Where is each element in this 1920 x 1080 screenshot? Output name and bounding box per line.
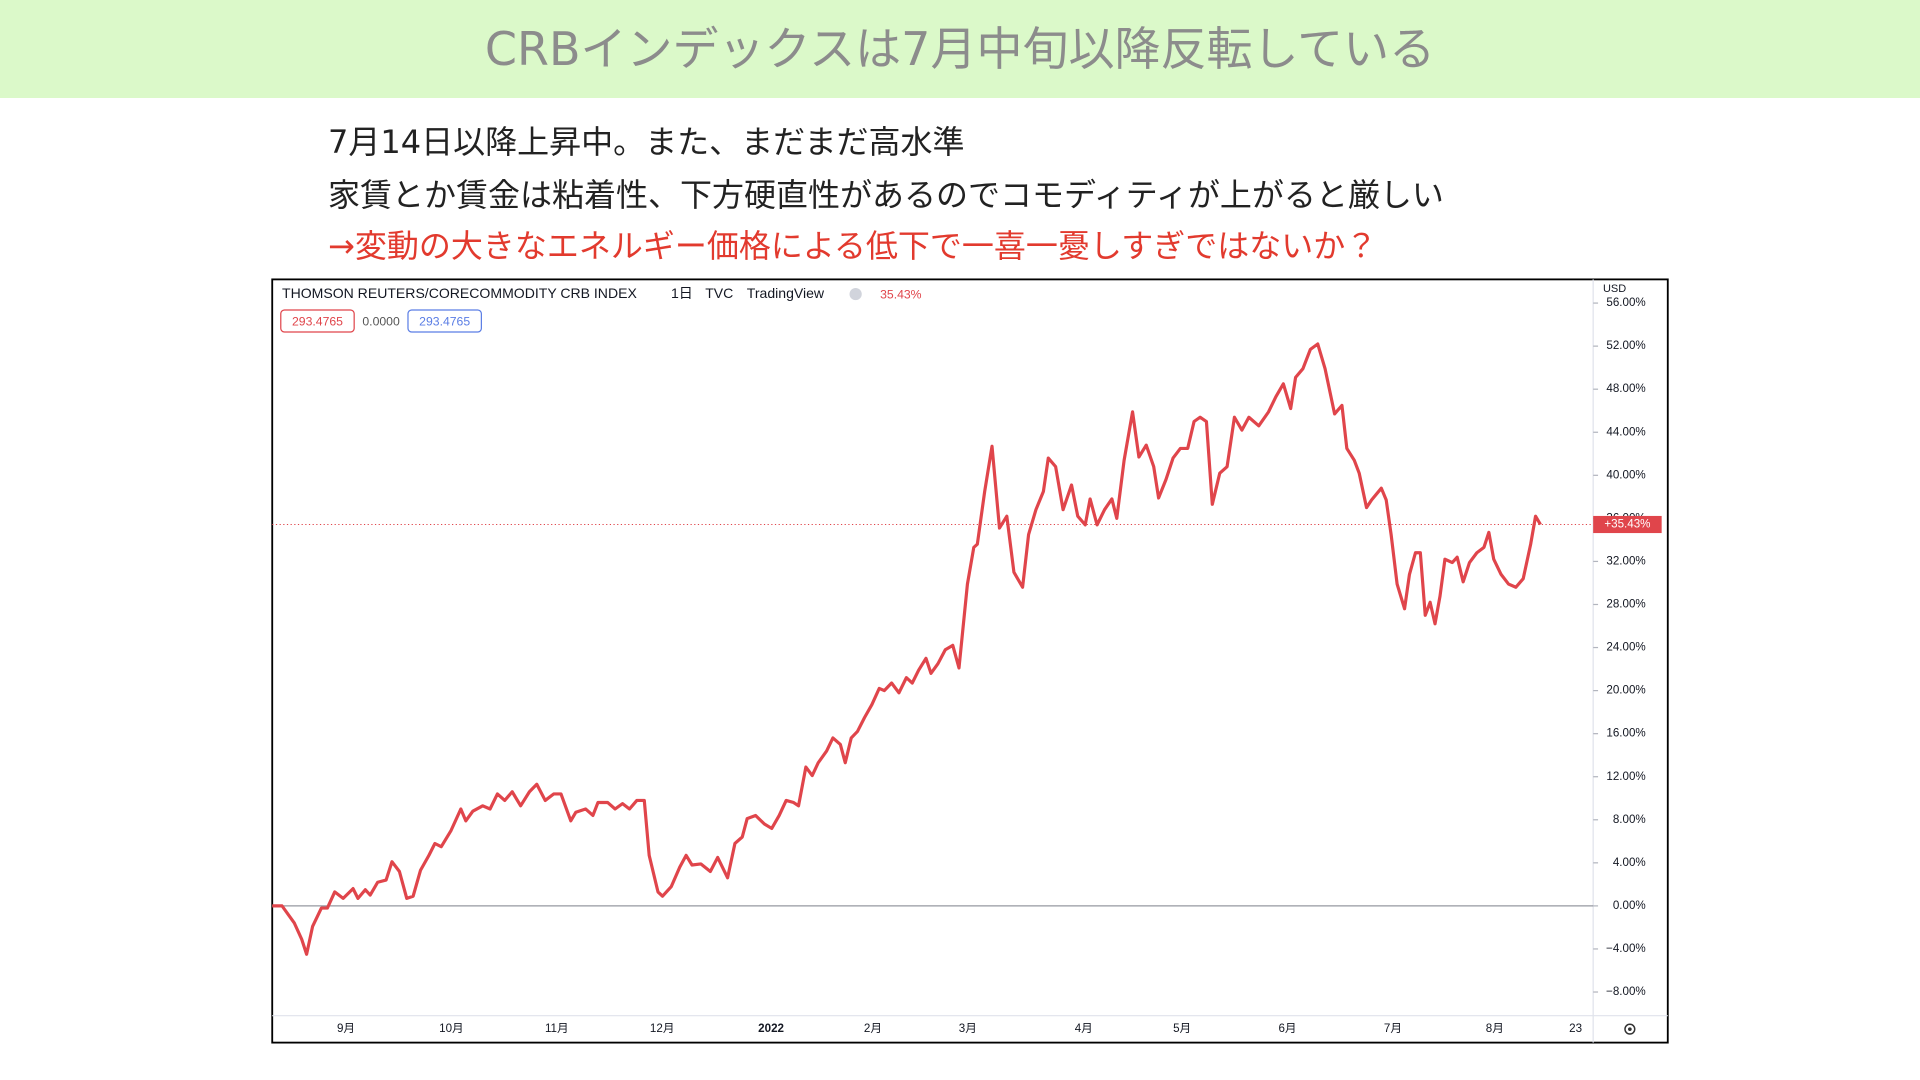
- y-tick-label: 32.00%: [1606, 554, 1645, 567]
- price-line: [272, 342, 1542, 956]
- x-tick-label: 9月: [337, 1022, 355, 1035]
- symbol: THOMSON REUTERS/CORECOMMODITY CRB INDEX: [282, 285, 637, 301]
- provider: TradingView: [747, 285, 825, 301]
- y-tick-label: 12.00%: [1606, 770, 1645, 783]
- x-tick-label: 4月: [1075, 1022, 1093, 1035]
- note: →変動の大きなエネルギー価格による低下で一喜一憂しすぎではないか？: [328, 227, 1378, 265]
- ohlc-box: [407, 309, 482, 333]
- x-tick-label: 7月: [1384, 1022, 1402, 1035]
- y-tick-label: 48.00%: [1606, 382, 1645, 395]
- x-tick-label: 3月: [959, 1022, 977, 1035]
- y-tick-label: 52.00%: [1606, 339, 1645, 352]
- y-tick-label: −4.00%: [1606, 942, 1646, 955]
- last-value-tag: [1593, 515, 1662, 534]
- y-tick-label: 8.00%: [1613, 813, 1646, 826]
- source: TVC: [705, 285, 733, 301]
- settings-icon[interactable]: [1624, 1023, 1636, 1035]
- x-tick-label: 10月: [439, 1022, 464, 1035]
- y-tick-label: 44.00%: [1606, 425, 1645, 438]
- status-dot: [849, 287, 862, 301]
- last-value-label: +35.43%: [1604, 518, 1650, 531]
- y-tick-label: 24.00%: [1606, 641, 1645, 654]
- x-tick-label: 12月: [650, 1022, 675, 1035]
- interval: 1日: [671, 285, 693, 301]
- legend: THOMSON REUTERS/CORECOMMODITY CRB INDEX …: [280, 283, 1626, 333]
- y-tick-label: 28.00%: [1606, 598, 1645, 611]
- currency: USD: [1603, 283, 1626, 295]
- y-tick-label: 20.00%: [1606, 684, 1645, 697]
- y-tick-label: 56.00%: [1606, 296, 1645, 309]
- note: 7月14日以降上昇中。また、まだまだ高水準: [328, 123, 965, 161]
- ohlc-label: 293.4765: [419, 314, 470, 328]
- y-tick-label: 0.00%: [1613, 899, 1646, 912]
- x-tick-label: 2月: [864, 1022, 882, 1035]
- ohlc-box: [280, 309, 355, 333]
- ohlc-label: 0.0000: [362, 314, 400, 328]
- x-tick-label: 5月: [1173, 1022, 1191, 1035]
- ohlc-label: 293.4765: [292, 314, 343, 328]
- note: 家賃とか賃金は粘着性、下方硬直性があるのでコモディティが上がると厳しい: [328, 176, 1444, 214]
- y-tick-label: 4.00%: [1613, 856, 1646, 869]
- x-tick-label: 2022: [758, 1022, 784, 1035]
- x-tick-label: 8月: [1486, 1022, 1504, 1035]
- slide-title: CRBインデックスは7月中旬以降反転している: [484, 22, 1436, 76]
- x-tick-label: 6月: [1278, 1022, 1296, 1035]
- header: CRBインデックスは7月中旬以降反転している: [0, 0, 1920, 98]
- y-tick-label: 16.00%: [1606, 727, 1645, 740]
- change-label: 35.43%: [880, 288, 922, 302]
- chart: −8.00% −4.00% 0.00% 4.00% 8.00% 12.00% 16.00% 2…: [271, 278, 1669, 1044]
- chart-frame: [271, 278, 1669, 1044]
- x-tick-label: 23: [1569, 1022, 1582, 1035]
- y-tick-label: −8.00%: [1606, 985, 1646, 998]
- x-tick-label: 11月: [545, 1022, 569, 1035]
- y-tick-label: 40.00%: [1606, 468, 1645, 481]
